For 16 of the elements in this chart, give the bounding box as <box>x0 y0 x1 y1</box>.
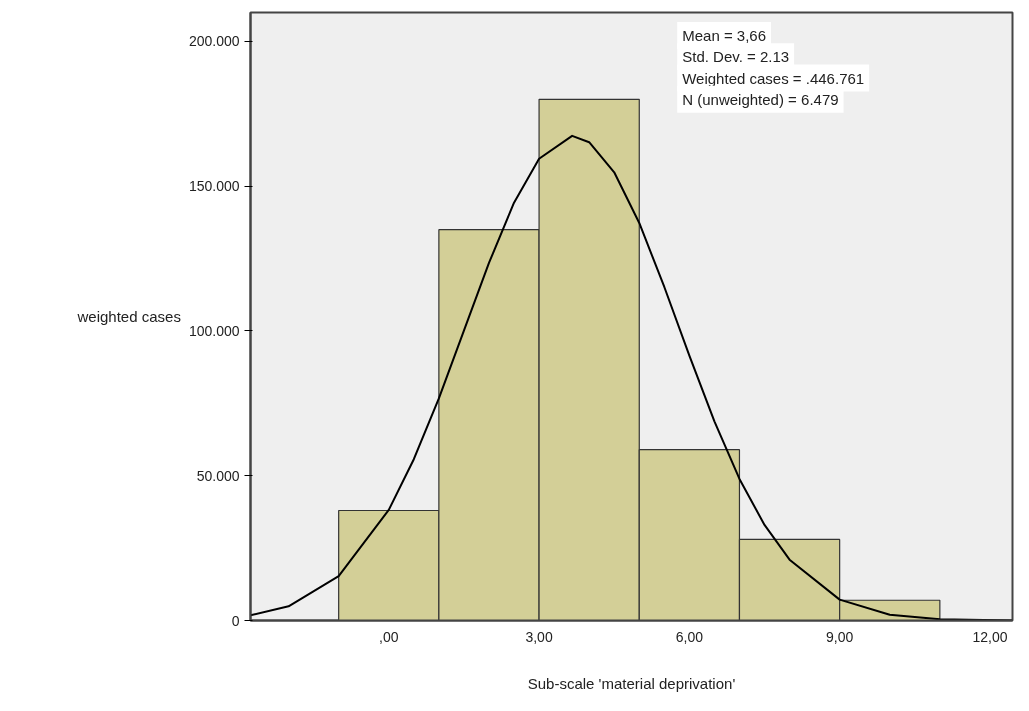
x-tick-label: 9,00 <box>826 628 854 645</box>
annotation: Weighted cases = .446.761 <box>682 69 865 87</box>
y-tick-label: 50.000 <box>196 467 240 484</box>
x-axis-title: Sub-scale 'material deprivation' <box>527 674 736 692</box>
x-tick-label: 3,00 <box>525 628 553 645</box>
y-tick-label: 0 <box>231 612 240 629</box>
y-axis-title: weighted cases <box>76 308 181 325</box>
y-tick-label: 200.000 <box>188 33 240 50</box>
y-tick-label: 100.000 <box>188 322 240 339</box>
x-tick-label: ,00 <box>379 628 399 645</box>
x-tick-label: 12,00 <box>972 628 1008 645</box>
x-tick-label: 6,00 <box>675 628 704 645</box>
annotation: Std. Dev. = 2.13 <box>682 48 790 66</box>
annotation: N (unweighted) = 6.479 <box>682 90 839 108</box>
annotation: Mean = 3,66 <box>682 26 767 44</box>
y-tick-label: 150.000 <box>188 178 240 195</box>
